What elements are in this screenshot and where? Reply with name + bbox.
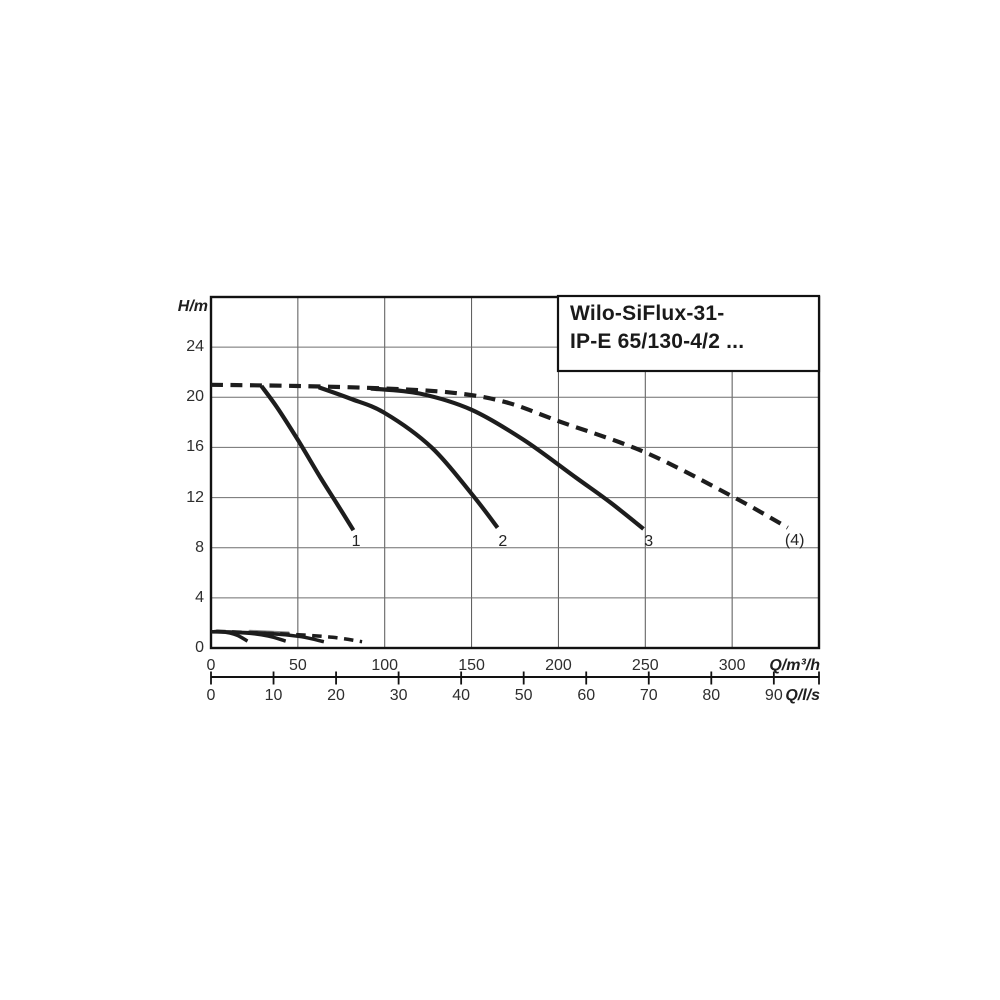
x-primary-tick-label: 300 bbox=[718, 657, 746, 674]
y-tick-label: 4 bbox=[195, 588, 204, 606]
plot-border bbox=[209, 295, 821, 650]
x-secondary-tick-label: 60 bbox=[577, 687, 596, 704]
y-tick-label: 20 bbox=[186, 388, 204, 406]
y-axis-unit-label: H/m bbox=[177, 298, 208, 315]
x-secondary-tick-label: 50 bbox=[514, 687, 533, 704]
y-tick-label: 16 bbox=[186, 438, 204, 456]
x-primary-tick-label: 150 bbox=[458, 657, 485, 674]
x-secondary-tick-label: 10 bbox=[264, 687, 283, 704]
pump-curve-4-max bbox=[210, 382, 789, 530]
pump-curve-2 bbox=[318, 385, 500, 529]
x-primary-tick-label: 100 bbox=[371, 657, 399, 674]
pump-curve-1 bbox=[259, 384, 356, 532]
curve-label-3: 3 bbox=[644, 533, 654, 551]
x-primary-tick-label: 0 bbox=[206, 657, 216, 674]
y-tick-label: 12 bbox=[186, 488, 204, 506]
x-secondary-tick-label: 20 bbox=[327, 687, 345, 704]
x-primary-tick-label: 50 bbox=[288, 657, 307, 674]
y-tick-label: 0 bbox=[195, 639, 204, 656]
curve-label-1: 1 bbox=[351, 533, 361, 551]
x-secondary-tick-label: 30 bbox=[389, 687, 408, 704]
x-secondary-tick-label: 40 bbox=[452, 687, 471, 704]
x-primary-tick-label: 250 bbox=[631, 657, 659, 674]
y-tick-label: 8 bbox=[195, 538, 204, 556]
x-primary-tick-label: 200 bbox=[545, 657, 572, 674]
x-secondary-tick-label: 90 bbox=[764, 687, 783, 704]
x-axis-secondary-unit-label: Q/l/s bbox=[785, 687, 820, 704]
x-secondary-tick-label: 0 bbox=[206, 687, 216, 704]
y-tick-label: 24 bbox=[186, 338, 204, 356]
pump-curve-3 bbox=[370, 386, 645, 531]
lower-curve-4 bbox=[216, 629, 363, 644]
curve-label-4: (4) bbox=[784, 532, 805, 550]
x-axis-primary-unit-label: Q/m³/h bbox=[769, 657, 820, 674]
title-box bbox=[556, 294, 821, 373]
chart-title-line-1: Wilo-SiFlux-31- bbox=[570, 302, 725, 325]
x-secondary-tick-label: 70 bbox=[639, 687, 658, 704]
chart-title-line-2: IP-E 65/130-4/2 ... bbox=[570, 330, 745, 353]
x-secondary-tick-label: 80 bbox=[702, 687, 721, 704]
curve-label-2: 2 bbox=[498, 533, 508, 551]
